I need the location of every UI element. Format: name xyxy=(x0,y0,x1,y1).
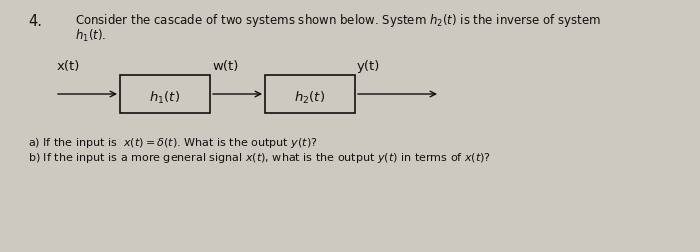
Bar xyxy=(120,76,210,114)
Text: w(t): w(t) xyxy=(212,60,239,73)
Text: $h_1(t)$.: $h_1(t)$. xyxy=(75,28,106,44)
Text: y(t): y(t) xyxy=(357,60,380,73)
Bar xyxy=(265,76,355,114)
Text: x(t): x(t) xyxy=(57,60,80,73)
Text: 4.: 4. xyxy=(28,14,42,29)
Text: a) If the input is  $x(t) = \delta(t)$. What is the output $y(t)$?: a) If the input is $x(t) = \delta(t)$. W… xyxy=(28,136,318,149)
Text: Consider the cascade of two systems shown below. System $h_2(t)$ is the inverse : Consider the cascade of two systems show… xyxy=(75,12,601,29)
Text: $h_1(t)$: $h_1(t)$ xyxy=(150,90,181,106)
Text: b) If the input is a more general signal $x(t)$, what is the output $y(t)$ in te: b) If the input is a more general signal… xyxy=(28,150,491,164)
Text: $h_2(t)$: $h_2(t)$ xyxy=(295,90,326,106)
